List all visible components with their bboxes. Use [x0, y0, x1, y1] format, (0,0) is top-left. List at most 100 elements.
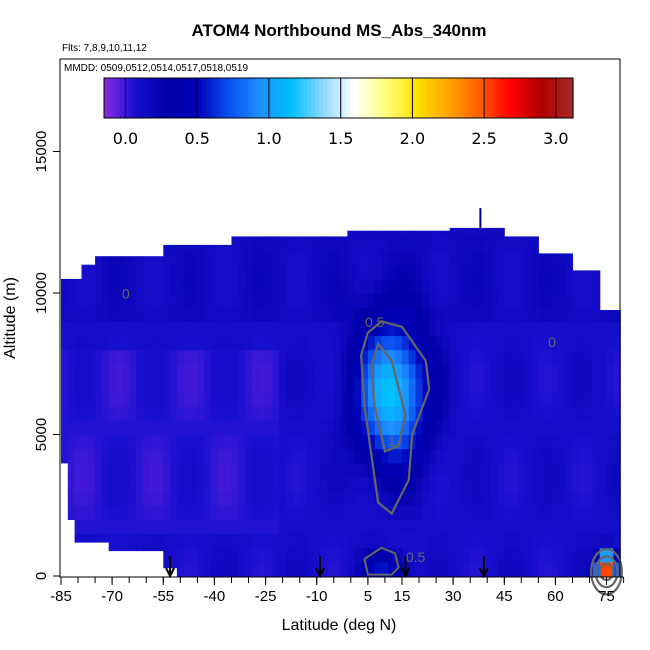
heatmap-cell	[347, 392, 355, 407]
heatmap-cell	[354, 491, 362, 506]
heatmap-cell	[327, 278, 335, 294]
heatmap-cell	[197, 547, 205, 563]
heatmap-cell	[347, 264, 355, 280]
heatmap-cell	[456, 363, 464, 379]
heatmap-cell	[517, 533, 526, 549]
heatmap-cell	[108, 377, 117, 393]
colorbar-cell	[377, 78, 383, 118]
heatmap-cell	[381, 377, 389, 393]
heatmap-cell	[258, 462, 267, 478]
colorbar-cell	[533, 78, 539, 118]
heatmap-cell	[606, 519, 614, 535]
heatmap-cell	[122, 519, 130, 535]
heatmap-cell	[483, 505, 492, 520]
heatmap-cell	[477, 278, 485, 294]
heatmap-cell	[483, 434, 492, 450]
heatmap-cell	[429, 363, 437, 379]
colorbar-cell	[147, 78, 152, 118]
heatmap-cell	[572, 434, 580, 450]
heatmap-cell	[504, 406, 512, 421]
heatmap-cell	[217, 278, 226, 294]
heatmap-cell	[142, 264, 151, 280]
heatmap-cell	[490, 448, 498, 464]
heatmap-cell	[429, 434, 437, 450]
heatmap-cell	[320, 392, 328, 407]
heatmap-cell	[586, 533, 594, 549]
heatmap-cell	[490, 227, 498, 237]
heatmap-cell	[74, 476, 82, 492]
heatmap-cell	[176, 434, 185, 450]
heatmap-cell	[136, 321, 144, 337]
heatmap-cell	[497, 434, 505, 450]
x-tick-label: -85	[50, 588, 72, 605]
heatmap-cell	[286, 448, 294, 464]
heatmap-cell	[592, 349, 601, 365]
heatmap-cell	[367, 434, 376, 450]
heatmap-cell	[613, 491, 621, 506]
heatmap-cell	[115, 264, 123, 280]
heatmap-cell	[545, 476, 553, 492]
heatmap-cell	[490, 561, 498, 577]
heatmap-cell	[306, 236, 314, 252]
heatmap-cell	[388, 230, 396, 237]
heatmap-cell	[299, 533, 308, 549]
heatmap-cell	[333, 476, 342, 492]
heatmap-cell	[538, 491, 546, 506]
heatmap-cell	[558, 434, 567, 450]
heatmap-cell	[470, 377, 478, 393]
colorbar-cell	[139, 78, 144, 118]
heatmap-cell	[217, 434, 226, 450]
heatmap-cell	[258, 335, 267, 351]
heatmap-cell	[586, 448, 594, 464]
heatmap-cell	[354, 448, 362, 464]
heatmap-cell	[149, 491, 158, 506]
heatmap-cell	[265, 349, 273, 365]
heatmap-cell	[395, 363, 403, 379]
heatmap-cell	[238, 307, 246, 322]
heatmap-cell	[592, 434, 601, 450]
heatmap-cell	[183, 420, 192, 436]
heatmap-cell	[101, 406, 110, 421]
heatmap-cell	[586, 491, 594, 506]
heatmap-cell	[442, 293, 451, 308]
heatmap-cell	[565, 392, 573, 407]
heatmap-cell	[442, 420, 451, 436]
heatmap-cell	[204, 533, 212, 549]
heatmap-cell	[204, 335, 212, 351]
heatmap-cell	[463, 420, 471, 436]
heatmap-cell	[586, 377, 594, 393]
heatmap-cell	[395, 349, 403, 365]
heatmap-cell	[163, 335, 171, 351]
heatmap-cell	[388, 462, 396, 478]
heatmap-cell	[224, 293, 233, 308]
heatmap-cell	[108, 293, 117, 308]
heatmap-cell	[613, 363, 621, 379]
heatmap-cell	[565, 278, 573, 294]
heatmap-cell	[429, 392, 437, 407]
heatmap-cell	[517, 264, 526, 280]
heatmap-cell	[347, 250, 355, 266]
heatmap-cell	[497, 547, 505, 563]
heatmap-cell	[122, 335, 130, 351]
heatmap-cell	[402, 462, 410, 478]
heatmap-cell	[402, 335, 410, 351]
heatmap-cell	[163, 476, 171, 492]
heatmap-cell	[592, 293, 601, 308]
heatmap-cell	[415, 230, 423, 237]
heatmap-cell	[299, 491, 308, 506]
x-tick-label: 5	[364, 588, 372, 605]
heatmap-cell	[292, 278, 301, 294]
heatmap-cell	[565, 363, 573, 379]
heatmap-cell	[408, 420, 417, 436]
heatmap-cell	[402, 250, 410, 266]
heatmap-cell	[231, 561, 239, 577]
heatmap-cell	[490, 434, 498, 450]
heatmap-cell	[238, 547, 246, 563]
heatmap-cell	[197, 392, 205, 407]
heatmap-cell	[251, 561, 260, 577]
heatmap-cell	[299, 250, 308, 266]
y-axis-label: Altitude (m)	[2, 277, 19, 359]
heatmap-cell	[592, 335, 601, 351]
colorbar-cell	[490, 78, 496, 118]
heatmap-cell	[538, 519, 546, 535]
